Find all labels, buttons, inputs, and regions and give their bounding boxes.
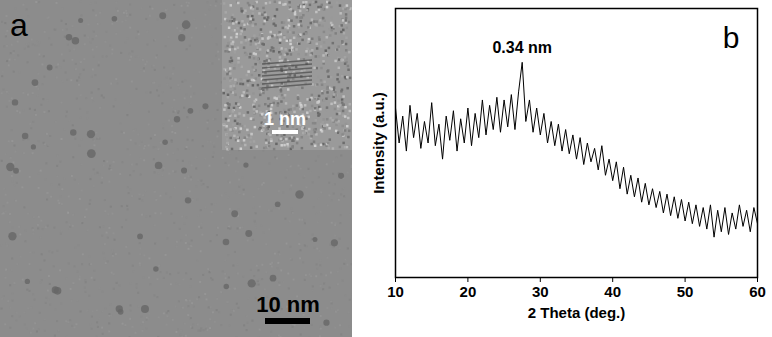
svg-text:0.34 nm: 0.34 nm: [492, 39, 552, 56]
svg-text:Intensity (a.u.): Intensity (a.u.): [370, 92, 387, 194]
svg-text:b: b: [723, 21, 740, 54]
svg-text:1 nm: 1 nm: [264, 109, 306, 129]
svg-text:50: 50: [677, 283, 694, 300]
svg-text:2 Theta (deg.): 2 Theta (deg.): [528, 304, 626, 321]
svg-text:10: 10: [387, 283, 404, 300]
svg-text:30: 30: [532, 283, 549, 300]
svg-text:a: a: [10, 7, 28, 43]
svg-text:40: 40: [604, 283, 621, 300]
svg-text:60: 60: [749, 283, 766, 300]
svg-text:20: 20: [460, 283, 477, 300]
svg-text:10 nm: 10 nm: [256, 292, 320, 317]
